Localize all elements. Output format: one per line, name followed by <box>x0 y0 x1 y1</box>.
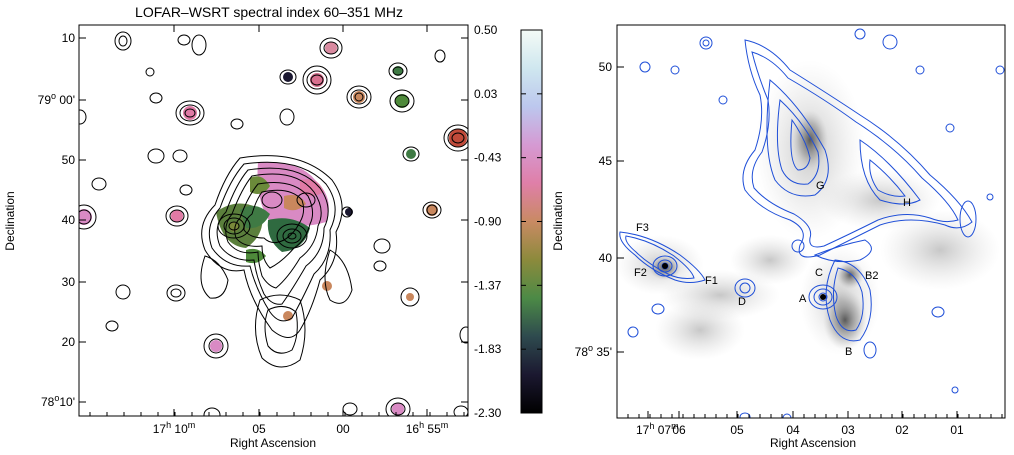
left-panel-title: LOFAR–WSRT spectral index 60–351 MHz <box>135 4 403 20</box>
colorbar-tick-label: 0.50 <box>474 23 498 37</box>
right-plot-area <box>617 28 1005 418</box>
colorbar-ticks: 0.50 0.03 -0.43 -0.90 -1.37 -1.83 -2.30 <box>474 23 542 420</box>
left-x-tick-label: 05 <box>252 422 266 436</box>
right-contours <box>619 28 1005 418</box>
left-y-tick-label: 20 <box>62 335 76 349</box>
left-x-tick-label: 16h 55m <box>406 420 449 436</box>
right-x-tick-label: 06 <box>672 423 686 437</box>
right-y-tick-label: 78o 35' <box>575 343 612 359</box>
right-bright-cores <box>662 263 826 300</box>
left-plot-area <box>79 31 468 416</box>
colorbar-tick-label: -2.30 <box>474 406 502 420</box>
left-y-tick-label: 40 <box>62 213 76 227</box>
source-label-a: A <box>799 293 807 305</box>
left-y-tick-label: 30 <box>62 275 76 289</box>
left-x-tick-label: 00 <box>336 422 350 436</box>
right-x-tick-label: 03 <box>841 423 855 437</box>
left-x-tick-label: 17h 10m <box>153 420 196 436</box>
left-y-tick-label: 50 <box>62 153 76 167</box>
right-plot-frame <box>616 24 1006 419</box>
colorbar-tick-label: -0.43 <box>474 151 502 165</box>
left-y-tick-label: 79o 00' <box>38 91 75 107</box>
colorbar-tick-label: -1.83 <box>474 342 502 356</box>
colorbar-tick-label: 0.03 <box>474 87 498 101</box>
right-x-tick-label: 02 <box>895 423 909 437</box>
source-labels: F3 F2 F1 D C A B2 B G H <box>634 180 911 358</box>
source-label-f3: F3 <box>636 222 649 234</box>
left-x-axis-title: Right Ascension <box>230 436 316 450</box>
source-label-h: H <box>903 197 911 209</box>
source-label-f2: F2 <box>634 267 647 279</box>
right-x-tick-label: 17h 07m <box>636 421 679 437</box>
left-axis-ticks: 10 79o 00' 50 40 30 20 78o10' 17h 10m 05 00 16h 55… <box>38 25 468 436</box>
colorbar: 0.50 0.03 -0.43 -0.90 -1.37 -1.83 -2.30 Declin… <box>474 23 565 420</box>
colorbar-tick-label: -1.37 <box>474 278 502 292</box>
source-label-d: D <box>738 296 746 308</box>
source-label-f1: F1 <box>705 275 718 287</box>
left-panel: LOFAR–WSRT spectral index 60–351 MHz <box>3 4 469 450</box>
source-label-b: B <box>845 346 852 358</box>
left-contours <box>79 31 468 416</box>
left-y-tick-label: 10 <box>62 31 76 45</box>
colorbar-tick-label: -0.90 <box>474 215 502 229</box>
grey-emission <box>617 60 1000 360</box>
right-y-tick-label: 40 <box>599 251 613 265</box>
colorbar-side-label: Declination <box>551 191 565 250</box>
right-x-tick-label: 05 <box>730 423 744 437</box>
right-x-axis-title: Right Ascension <box>770 436 856 450</box>
source-label-g: G <box>816 180 825 192</box>
right-y-tick-label: 50 <box>599 60 613 74</box>
source-label-c: C <box>815 267 823 279</box>
right-y-tick-label: 45 <box>599 154 613 168</box>
source-label-b2: B2 <box>865 270 878 282</box>
right-x-tick-label: 01 <box>950 423 964 437</box>
left-y-tick-label: 78o10' <box>41 393 75 409</box>
right-x-tick-label: 04 <box>786 423 800 437</box>
left-y-axis-title: Declination <box>3 191 17 250</box>
